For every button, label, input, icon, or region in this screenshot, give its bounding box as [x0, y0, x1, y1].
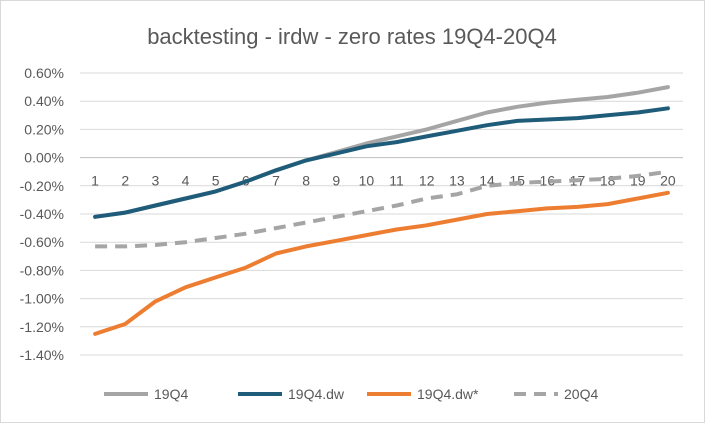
y-tick-label: 0.00% — [24, 150, 64, 166]
y-tick-label: 0.60% — [24, 65, 64, 81]
x-tick-label: 8 — [302, 173, 310, 189]
y-tick-label: -0.20% — [20, 178, 64, 194]
x-tick-label: 18 — [600, 173, 616, 189]
series-line — [93, 85, 670, 219]
x-tick-label: 5 — [212, 173, 220, 189]
x-tick-label: 13 — [449, 173, 465, 189]
y-axis-ticks: 0.60% 0.40% 0.20% 0.00% -0.20% -0.40% -0.60% -0… — [20, 65, 64, 363]
legend-label: 19Q4.dw — [288, 386, 345, 402]
x-tick-label: 10 — [359, 173, 375, 189]
y-tick-label: 0.20% — [24, 121, 64, 137]
x-tick-label: 12 — [419, 173, 435, 189]
x-tick-label: 2 — [121, 173, 129, 189]
gridlines — [80, 72, 683, 356]
series-line — [95, 169, 669, 249]
x-tick-label: 1 — [91, 173, 99, 189]
x-tick-label: 4 — [182, 173, 190, 189]
y-tick-label: -1.40% — [20, 347, 64, 363]
y-tick-label: -0.40% — [20, 206, 64, 222]
x-tick-label: 16 — [540, 173, 556, 189]
legend-label: 20Q4 — [564, 386, 598, 402]
y-tick-label: -1.00% — [20, 291, 64, 307]
series-lines — [93, 85, 670, 336]
x-tick-label: 20 — [660, 173, 676, 189]
legend: 19Q4 19Q4.dw 19Q4.dw* 20Q4 — [104, 386, 598, 402]
series-line — [93, 106, 670, 219]
x-tick-label: 3 — [151, 173, 159, 189]
y-tick-label: -0.60% — [20, 234, 64, 250]
x-tick-label: 11 — [389, 173, 404, 189]
legend-label: 19Q4.dw* — [417, 386, 479, 402]
chart-title: backtesting - irdw - zero rates 19Q4-20Q… — [147, 24, 557, 49]
x-tick-label: 15 — [509, 173, 525, 189]
legend-label: 19Q4 — [154, 386, 188, 402]
series-line — [93, 190, 670, 336]
x-tick-label: 7 — [272, 173, 280, 189]
y-tick-label: -1.20% — [20, 319, 64, 335]
x-tick-label: 9 — [332, 173, 340, 189]
y-tick-label: -0.80% — [20, 262, 64, 278]
y-tick-label: 0.40% — [24, 93, 64, 109]
